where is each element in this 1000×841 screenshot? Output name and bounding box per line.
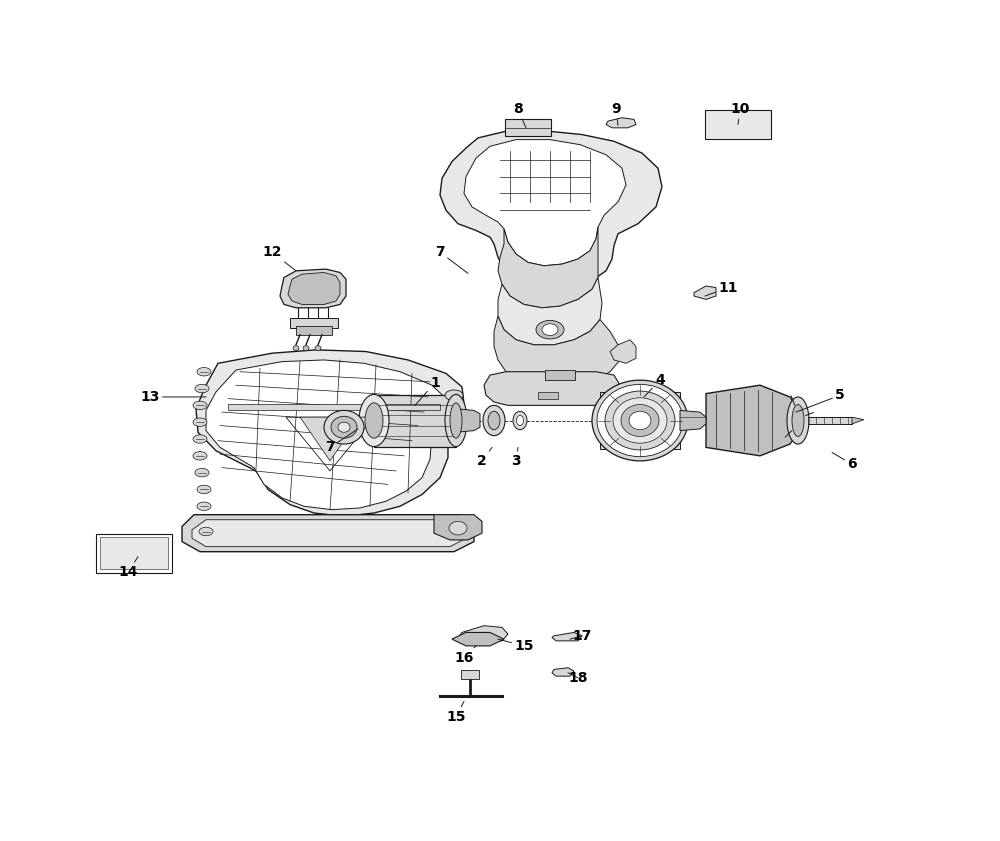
Ellipse shape	[621, 405, 659, 436]
Ellipse shape	[605, 391, 675, 450]
Ellipse shape	[787, 397, 809, 444]
Text: 9: 9	[611, 103, 621, 125]
Text: 7: 7	[325, 429, 358, 454]
Polygon shape	[606, 118, 636, 128]
Ellipse shape	[197, 502, 211, 510]
Text: 4: 4	[644, 373, 665, 397]
Ellipse shape	[542, 324, 558, 336]
Polygon shape	[452, 632, 504, 646]
Bar	[545, 370, 575, 380]
Polygon shape	[300, 417, 360, 461]
Text: 1: 1	[415, 376, 440, 405]
Polygon shape	[290, 318, 338, 328]
Polygon shape	[552, 668, 574, 676]
Ellipse shape	[197, 485, 211, 494]
Ellipse shape	[629, 411, 651, 430]
Text: 17: 17	[570, 629, 592, 643]
Polygon shape	[228, 404, 440, 410]
Ellipse shape	[293, 346, 299, 351]
Bar	[100, 537, 168, 569]
Ellipse shape	[449, 521, 467, 535]
Ellipse shape	[315, 346, 321, 351]
Polygon shape	[694, 286, 716, 299]
Polygon shape	[196, 350, 464, 516]
Polygon shape	[280, 269, 346, 308]
Polygon shape	[192, 520, 466, 547]
Ellipse shape	[613, 398, 667, 443]
Polygon shape	[494, 316, 620, 387]
Ellipse shape	[324, 410, 364, 444]
Text: 11: 11	[705, 281, 738, 296]
Text: 15: 15	[498, 639, 534, 653]
Ellipse shape	[193, 418, 207, 426]
Polygon shape	[464, 140, 626, 266]
Polygon shape	[484, 372, 620, 405]
Ellipse shape	[359, 394, 389, 447]
Text: 10: 10	[730, 103, 750, 124]
Ellipse shape	[193, 452, 207, 460]
Polygon shape	[800, 417, 852, 424]
Polygon shape	[600, 392, 680, 449]
Polygon shape	[434, 515, 482, 540]
Ellipse shape	[446, 422, 462, 432]
Ellipse shape	[792, 405, 804, 436]
Ellipse shape	[338, 422, 350, 432]
Ellipse shape	[365, 403, 383, 438]
Ellipse shape	[331, 416, 357, 438]
Ellipse shape	[516, 415, 524, 426]
Polygon shape	[498, 278, 602, 345]
Polygon shape	[456, 409, 480, 432]
Bar	[505, 119, 551, 136]
Bar	[96, 534, 172, 573]
Ellipse shape	[450, 403, 462, 438]
Polygon shape	[182, 515, 474, 552]
Polygon shape	[288, 272, 340, 304]
Text: 16: 16	[454, 646, 476, 664]
Text: 15: 15	[446, 701, 466, 723]
Polygon shape	[610, 340, 636, 363]
Ellipse shape	[513, 411, 527, 430]
Text: 8: 8	[513, 103, 526, 128]
Polygon shape	[552, 632, 582, 641]
Polygon shape	[852, 417, 864, 424]
Ellipse shape	[445, 390, 463, 400]
Ellipse shape	[303, 346, 309, 351]
Text: 3: 3	[511, 447, 521, 468]
Ellipse shape	[536, 320, 564, 339]
Ellipse shape	[445, 394, 467, 447]
Text: 12: 12	[262, 246, 296, 271]
Ellipse shape	[195, 384, 209, 393]
Text: 13: 13	[140, 390, 206, 404]
Text: 18: 18	[568, 671, 588, 685]
Ellipse shape	[592, 380, 688, 461]
Ellipse shape	[199, 527, 213, 536]
Ellipse shape	[483, 405, 505, 436]
Ellipse shape	[446, 407, 462, 417]
Text: 7: 7	[435, 246, 468, 273]
Polygon shape	[498, 227, 598, 308]
Ellipse shape	[193, 435, 207, 443]
Bar	[538, 392, 558, 399]
Bar	[705, 110, 771, 139]
Bar	[461, 670, 479, 679]
Polygon shape	[296, 326, 332, 335]
Polygon shape	[206, 360, 446, 510]
Polygon shape	[458, 626, 508, 641]
Text: 2: 2	[477, 447, 492, 468]
Ellipse shape	[597, 384, 683, 457]
Ellipse shape	[193, 401, 207, 410]
Ellipse shape	[488, 411, 500, 430]
Ellipse shape	[195, 468, 209, 477]
Polygon shape	[706, 385, 798, 456]
Polygon shape	[680, 410, 706, 431]
Text: 5: 5	[796, 389, 845, 412]
Ellipse shape	[197, 368, 211, 376]
Polygon shape	[374, 395, 456, 447]
Text: 6: 6	[832, 452, 857, 471]
Polygon shape	[440, 131, 662, 289]
Text: 14: 14	[118, 557, 138, 579]
